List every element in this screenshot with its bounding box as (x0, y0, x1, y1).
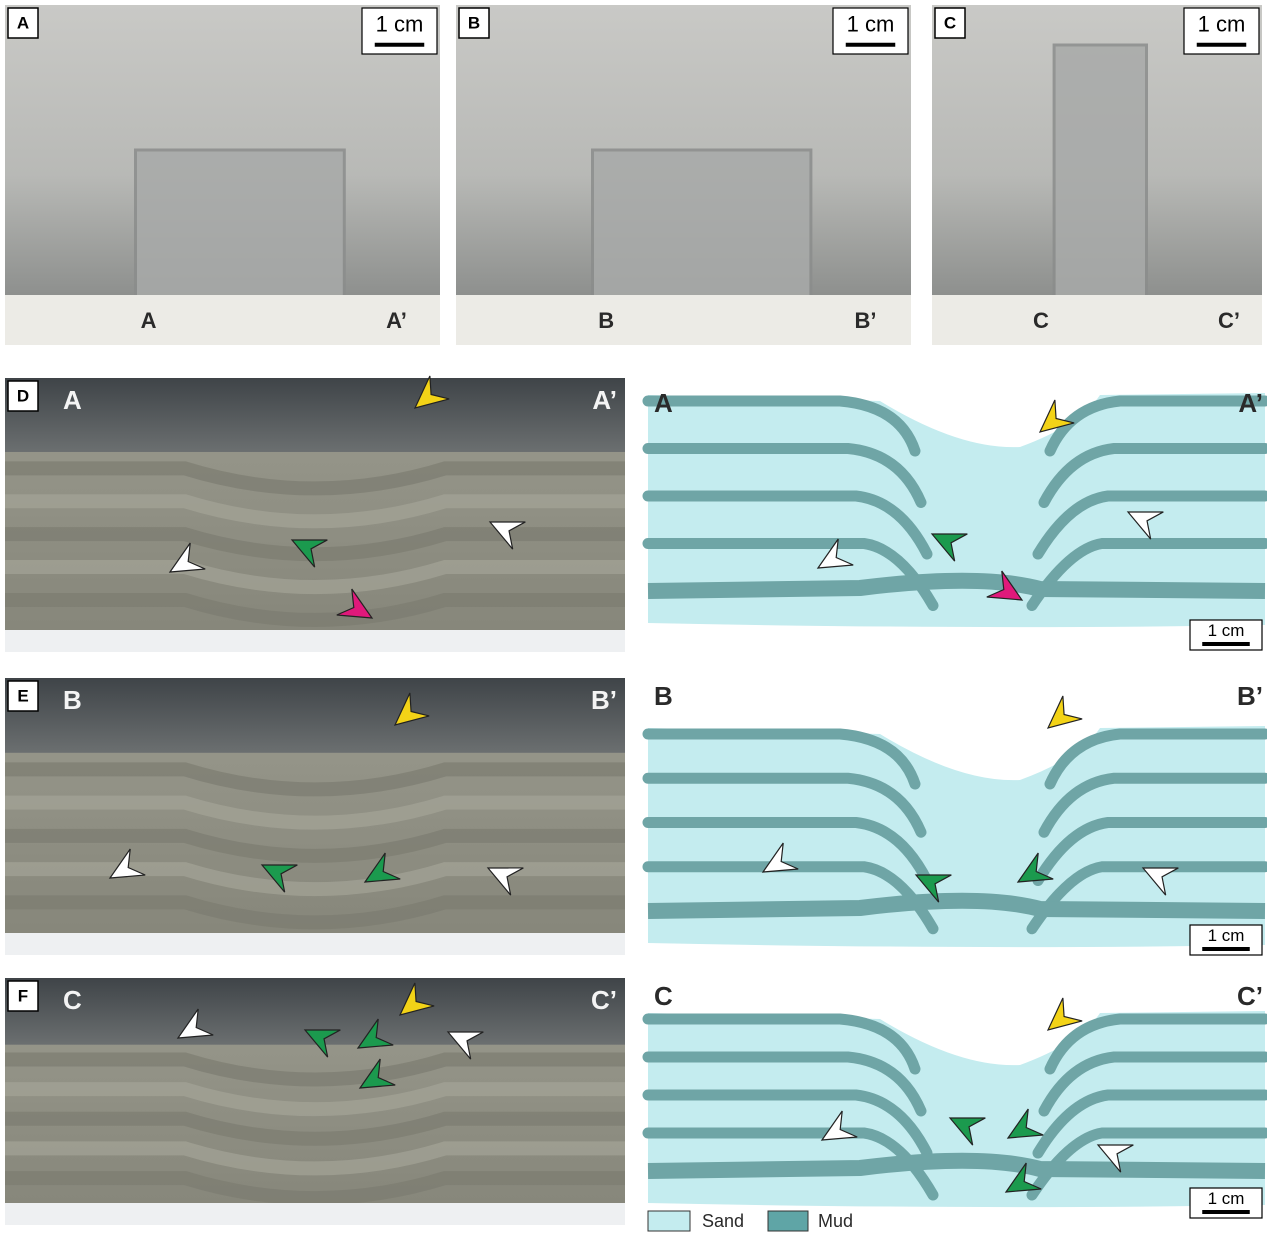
panel-label: C (944, 13, 956, 32)
legend-swatch (768, 1211, 808, 1231)
scale-label: 1 cm (1198, 11, 1246, 36)
arrow (1038, 696, 1082, 740)
scale-label: 1 cm (1208, 621, 1245, 640)
section-end-label: A’ (1238, 388, 1263, 418)
tray-floor (932, 295, 1262, 345)
section-end-label: B’ (1237, 681, 1263, 711)
panel-label: A (17, 13, 29, 32)
section-end-label: C’ (591, 985, 617, 1015)
section-end-label: A’ (386, 308, 407, 333)
section-end-label: A (654, 388, 673, 418)
tray-floor (5, 630, 625, 652)
section-end-label: C (63, 985, 82, 1015)
panel-label: B (468, 13, 480, 32)
section-end-label: B’ (855, 308, 877, 333)
scale-label: 1 cm (1208, 926, 1245, 945)
scale-label: 1 cm (847, 11, 895, 36)
tray-floor (5, 295, 440, 345)
trench (136, 150, 345, 300)
trench (593, 150, 811, 300)
section-end-label: C’ (1237, 981, 1263, 1011)
section-end-label: C’ (1218, 308, 1240, 333)
panel-label: F (18, 986, 28, 1005)
legend-swatch (648, 1211, 690, 1231)
panel-label: D (17, 386, 29, 405)
figure: A 1 cm A A’ B 1 cm B B’ C 1 cm C C’ D A A’ E B B’ F C C’ A A’ 1… (0, 0, 1267, 1234)
scale-label: 1 cm (1208, 1189, 1245, 1208)
tray-floor (456, 295, 911, 345)
section-end-label: C (1033, 308, 1049, 333)
scale-label: 1 cm (376, 11, 424, 36)
tray-floor (5, 1203, 625, 1225)
tray-floor (5, 933, 625, 955)
water (5, 378, 625, 452)
legend-label: Sand (702, 1211, 744, 1231)
water (5, 678, 625, 753)
legend-label: Mud (818, 1211, 853, 1231)
section-end-label: C (654, 981, 673, 1011)
section-end-label: B (598, 308, 614, 333)
section-end-label: B’ (591, 685, 617, 715)
section-end-label: A’ (592, 385, 617, 415)
section-end-label: A (141, 308, 157, 333)
section-end-label: B (63, 685, 82, 715)
trench (1054, 45, 1146, 300)
section-end-label: A (63, 385, 82, 415)
section-end-label: B (654, 681, 673, 711)
panel-label: E (17, 686, 28, 705)
